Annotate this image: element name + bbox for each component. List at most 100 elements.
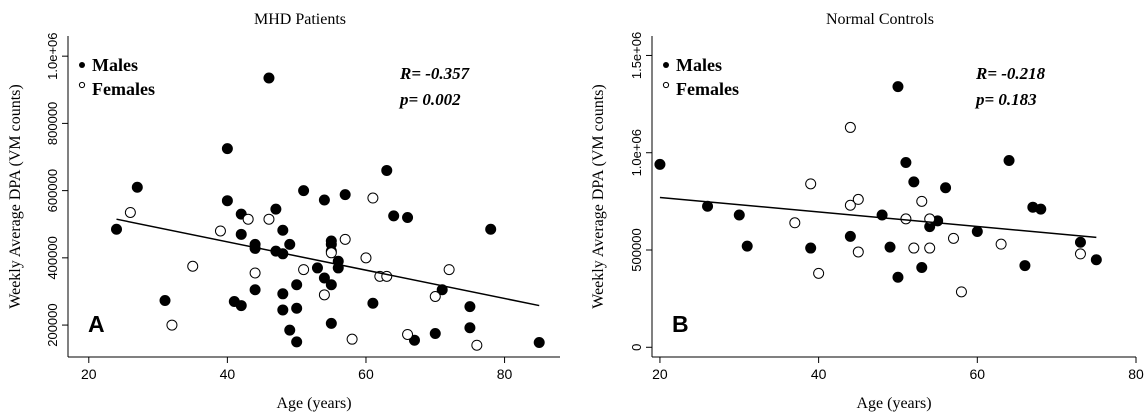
- point-female: [995, 238, 1007, 250]
- point-female: [367, 192, 379, 204]
- point-female: [249, 267, 261, 279]
- point-male: [940, 182, 952, 194]
- point-male: [111, 223, 123, 235]
- x-tick-label: 20: [81, 366, 97, 382]
- stat-r: R= -0.218: [975, 64, 1046, 83]
- point-male: [916, 262, 928, 274]
- point-male: [277, 224, 289, 236]
- point-male: [235, 228, 247, 240]
- x-tick-label: 60: [970, 366, 986, 382]
- point-male: [291, 336, 303, 348]
- point-female: [381, 270, 393, 282]
- point-male: [277, 288, 289, 300]
- point-male: [429, 327, 441, 339]
- point-female: [402, 328, 414, 340]
- point-male: [884, 241, 896, 253]
- point-female: [187, 260, 199, 272]
- point-male: [159, 295, 171, 307]
- panel-letter: A: [88, 311, 105, 337]
- y-tick-label: 200000: [45, 303, 60, 346]
- point-female: [214, 225, 226, 237]
- point-male: [971, 226, 983, 238]
- point-female: [325, 247, 337, 259]
- point-male: [402, 212, 414, 224]
- point-male: [388, 210, 400, 222]
- point-female: [443, 264, 455, 276]
- point-male: [654, 158, 666, 170]
- legend-marker-male: [663, 62, 669, 68]
- point-female: [1074, 248, 1086, 260]
- point-male: [1003, 155, 1015, 167]
- chart-title: Normal Controls: [826, 11, 934, 28]
- point-male: [464, 322, 476, 334]
- point-female: [346, 333, 358, 345]
- chart-title: MHD Patients: [254, 11, 346, 28]
- point-male: [381, 164, 393, 176]
- point-male: [485, 223, 497, 235]
- trend-line: [659, 196, 1097, 239]
- point-female: [789, 217, 801, 229]
- point-male: [733, 209, 745, 221]
- x-tick-label: 40: [220, 366, 236, 382]
- point-male: [339, 189, 351, 201]
- point-male: [221, 143, 233, 155]
- point-male: [221, 195, 233, 207]
- point-female: [429, 290, 441, 302]
- x-tick-label: 60: [358, 366, 374, 382]
- point-male: [270, 203, 282, 215]
- y-tick-label: 500000: [629, 228, 644, 271]
- point-male: [892, 81, 904, 93]
- y-tick-label: 1.5e+06: [629, 32, 644, 79]
- point-female: [852, 193, 864, 205]
- point-male: [318, 272, 330, 284]
- y-tick-label: 400000: [45, 236, 60, 279]
- legend-marker-female: [78, 81, 86, 89]
- legend-marker-male: [79, 62, 85, 68]
- point-female: [298, 264, 310, 276]
- y-tick-label: 800000: [45, 102, 60, 145]
- point-male: [464, 301, 476, 313]
- point-male: [436, 284, 448, 296]
- x-axis-label: Age (years): [276, 395, 351, 412]
- stat-r: R= -0.357: [399, 64, 471, 83]
- point-female: [263, 213, 275, 225]
- stat-p: p= 0.002: [398, 90, 461, 109]
- point-male: [325, 317, 337, 329]
- point-male: [131, 181, 143, 193]
- stat-p: p= 0.183: [974, 90, 1037, 109]
- point-male: [311, 262, 323, 274]
- point-male: [284, 324, 296, 336]
- x-tick-label: 80: [497, 366, 513, 382]
- point-male: [805, 242, 817, 254]
- point-female: [852, 246, 864, 258]
- point-male: [844, 230, 856, 242]
- panel-letter: B: [672, 311, 689, 337]
- point-male: [741, 240, 753, 252]
- point-male: [892, 271, 904, 283]
- point-male: [291, 279, 303, 291]
- point-female: [471, 339, 483, 351]
- legend-label-males: Males: [92, 55, 138, 75]
- point-female: [124, 206, 136, 218]
- panel-b: Normal Controls 20 40 60 80 0 500000 1.0e+06 1.5…: [590, 11, 1144, 412]
- point-male: [325, 279, 337, 291]
- point-male: [1090, 254, 1102, 266]
- point-male: [908, 176, 920, 188]
- legend-label-males: Males: [676, 55, 722, 75]
- point-male: [1019, 260, 1031, 272]
- x-tick-label: 20: [652, 366, 668, 382]
- point-female: [900, 213, 912, 225]
- point-female: [360, 252, 372, 264]
- point-male: [533, 337, 545, 349]
- point-male: [1035, 203, 1047, 215]
- point-female: [813, 267, 825, 279]
- point-male: [263, 72, 275, 84]
- point-male: [318, 194, 330, 206]
- point-male: [291, 302, 303, 314]
- panel-a: MHD Patients 20 40 60 80 200000 400000 600000 80…: [7, 11, 560, 412]
- x-axis-label: Age (years): [856, 395, 931, 412]
- y-axis-label: Weekly Average DPA (VM counts): [590, 84, 607, 308]
- y-tick-label: 1.0e+06: [629, 129, 644, 176]
- y-tick-label: 1.0e+06: [45, 32, 60, 79]
- point-male: [284, 238, 296, 250]
